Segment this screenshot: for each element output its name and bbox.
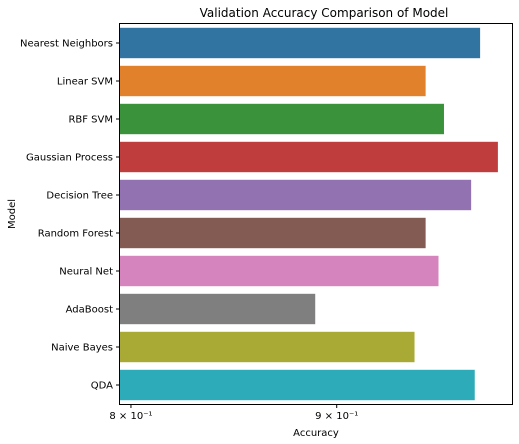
bar-qda [120,369,475,401]
bar-linear-svm [120,65,426,97]
plot-frame [119,23,513,405]
bar-gaussian-process [120,141,498,173]
y-tick-label: QDA [91,381,113,392]
bar-neural-net [120,255,439,287]
bar-naive-bayes [120,331,415,363]
x-tick-label: 8 × 10⁻¹ [109,411,152,422]
bar-random-forest [120,217,426,249]
y-tick-label: Linear SVM [57,77,113,88]
y-axis-label: Model [7,199,18,229]
y-tick-label: Naive Bayes [51,343,113,354]
bar-rbf-svm [120,103,444,135]
bar-adaboost [120,293,316,325]
y-tick-label: Gaussian Process [26,153,113,164]
bar-decision-tree [120,179,472,211]
y-tick-label: Random Forest [38,229,113,240]
y-tick-label: Decision Tree [46,191,113,202]
chart-title: Validation Accuracy Comparison of Model [200,6,449,20]
y-tick-label: Neural Net [59,267,113,278]
x-axis-label: Accuracy [293,428,339,439]
y-tick-group: Nearest Neighbors Linear SVM RBF SVM Gaussi… [20,39,120,392]
bars-group [120,27,498,401]
y-tick-label: Nearest Neighbors [20,39,113,50]
x-tick-label: 9 × 10⁻¹ [315,411,358,422]
y-tick-label: AdaBoost [66,305,113,316]
y-tick-label: RBF SVM [68,115,113,126]
x-tick-group: 8 × 10⁻¹ 9 × 10⁻¹ [109,404,358,422]
bar-nearest-neighbors [120,27,481,59]
